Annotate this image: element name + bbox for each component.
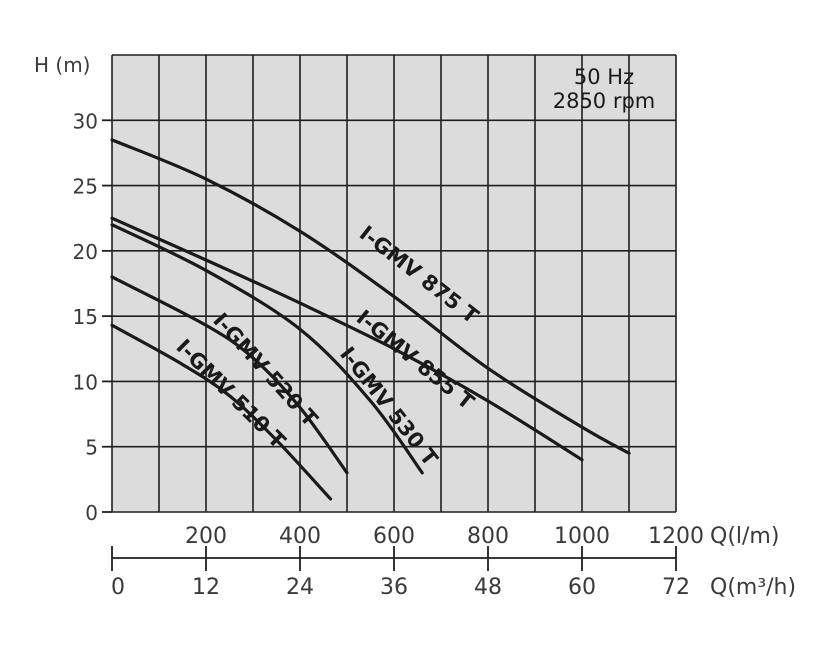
x-tick-label: 400 xyxy=(279,524,321,549)
x-tick-label: 600 xyxy=(373,524,415,549)
curve-i-gmv-875-t xyxy=(110,138,631,455)
y-tick-label: 15 xyxy=(73,305,98,329)
curve-i-gmv-530-t xyxy=(110,223,424,475)
rpm-label: 2850 rpm xyxy=(553,89,656,113)
x-axis-secondary-title: Q(m³/h) xyxy=(710,575,796,600)
x-tick-label: 1200 xyxy=(648,524,704,549)
x-axis-title: Q(l/m) xyxy=(710,524,779,549)
curve-i-gmv-510-t xyxy=(110,323,333,501)
secondary-tick-label: 36 xyxy=(380,575,408,600)
curve-i-gmv-520-t xyxy=(110,275,349,475)
x-tick-label: 1000 xyxy=(554,524,610,549)
curves xyxy=(110,138,631,501)
y-axis-title: H (m) xyxy=(34,53,90,77)
y-axis: 0 5 10 15 20 25 30 xyxy=(73,109,112,525)
grid-lines xyxy=(111,54,677,513)
y-tick-label: 10 xyxy=(73,370,98,394)
y-tick-label: 5 xyxy=(85,436,98,460)
x-tick-label: 800 xyxy=(467,524,509,549)
curve-i-gmv-855-t xyxy=(110,216,584,462)
frequency-label: 50 Hz xyxy=(574,65,634,89)
y-tick-label: 30 xyxy=(73,109,98,133)
y-tick-label: 25 xyxy=(73,175,98,199)
x-axis-secondary: 0 12 24 36 48 60 72 xyxy=(111,546,690,600)
x-axis: 200 400 600 800 1000 1200 xyxy=(185,524,704,549)
y-tick-label: 20 xyxy=(73,240,98,264)
secondary-tick-label: 12 xyxy=(192,575,220,600)
secondary-tick-label: 0 xyxy=(111,575,125,600)
secondary-tick-label: 48 xyxy=(474,575,502,600)
secondary-tick-label: 24 xyxy=(286,575,314,600)
secondary-tick-label: 60 xyxy=(568,575,596,600)
y-tick-label: 0 xyxy=(85,501,98,525)
x-tick-label: 200 xyxy=(185,524,227,549)
secondary-tick-label: 72 xyxy=(662,575,690,600)
